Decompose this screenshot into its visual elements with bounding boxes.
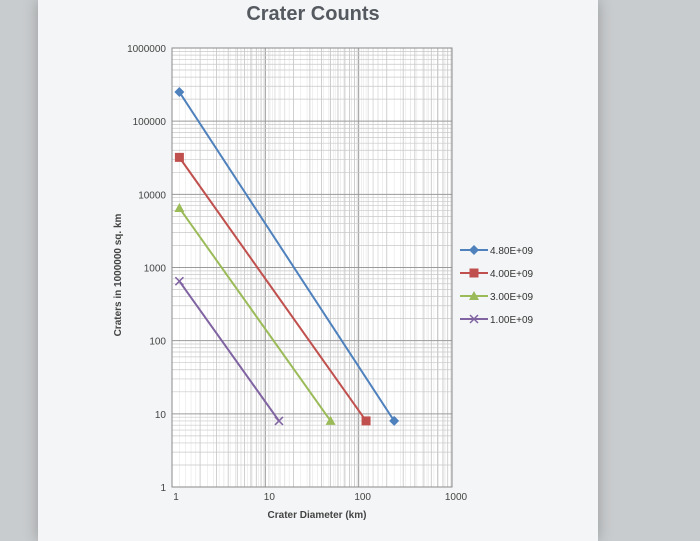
- series-1.00E+09: [174, 276, 284, 426]
- legend-item: 3.00E+09: [460, 291, 534, 303]
- legend-label: 4.80E+09: [490, 246, 534, 257]
- plot-area-frame: [171, 47, 453, 488]
- legend-item: 1.00E+09: [460, 314, 534, 326]
- point-marker-triangle: [325, 415, 336, 425]
- series-line: [178, 156, 367, 422]
- legend: 4.80E+09 4.00E+09 3.00E+09 1.00E+09: [460, 245, 534, 326]
- marker-stroke: [174, 276, 184, 286]
- x-tick-label: 1: [173, 492, 179, 503]
- y-tick-label: 100000: [133, 117, 167, 128]
- x-tick-label: 100: [354, 492, 371, 503]
- marker-stroke: [274, 416, 284, 426]
- point-marker-x: [274, 416, 284, 426]
- point-marker-diamond: [389, 415, 400, 426]
- point-marker-triangle: [174, 203, 185, 213]
- legend-label: 4.00E+09: [490, 269, 534, 280]
- plot-grid: [171, 48, 452, 488]
- point-marker-x: [174, 276, 184, 286]
- series-line: [178, 207, 332, 422]
- legend-item: 4.80E+09: [460, 245, 534, 257]
- series-3.00E+09: [174, 203, 336, 425]
- x-tick-label: 1000: [445, 492, 468, 503]
- series-4.80E+09: [174, 87, 400, 426]
- legend-label: 3.00E+09: [490, 292, 534, 303]
- x-axis-tick-labels: 1 10 100 1000: [173, 492, 467, 503]
- y-tick-label: 10000: [138, 190, 166, 201]
- point-marker-diamond: [174, 87, 185, 98]
- y-axis-label: Craters in 1000000 sq. km: [113, 213, 124, 336]
- point-marker-square: [469, 268, 479, 278]
- point-marker-square: [361, 416, 371, 426]
- series-line: [178, 91, 395, 422]
- series-layer: [174, 87, 400, 426]
- x-axis-label: Crater Diameter (km): [268, 510, 367, 521]
- chart-title: Crater Counts: [246, 3, 379, 25]
- series-4.00E+09: [174, 152, 371, 426]
- point-marker-triangle: [469, 291, 479, 300]
- y-tick-label: 1000: [144, 264, 167, 275]
- legend-item: 4.00E+09: [460, 268, 534, 280]
- y-axis-tick-labels: 1 10 100 1000 10000 100000 1000000: [127, 44, 166, 494]
- y-tick-label: 100: [149, 337, 166, 348]
- x-tick-label: 10: [264, 492, 276, 503]
- y-tick-label: 1000000: [127, 44, 166, 55]
- legend-label: 1.00E+09: [490, 315, 534, 326]
- y-tick-label: 10: [155, 410, 167, 421]
- series-line: [178, 280, 280, 422]
- point-marker-square: [174, 152, 184, 162]
- marker-stroke: [469, 314, 479, 324]
- point-marker-x: [469, 314, 479, 324]
- y-tick-label: 1: [160, 483, 166, 494]
- point-marker-diamond: [469, 245, 479, 255]
